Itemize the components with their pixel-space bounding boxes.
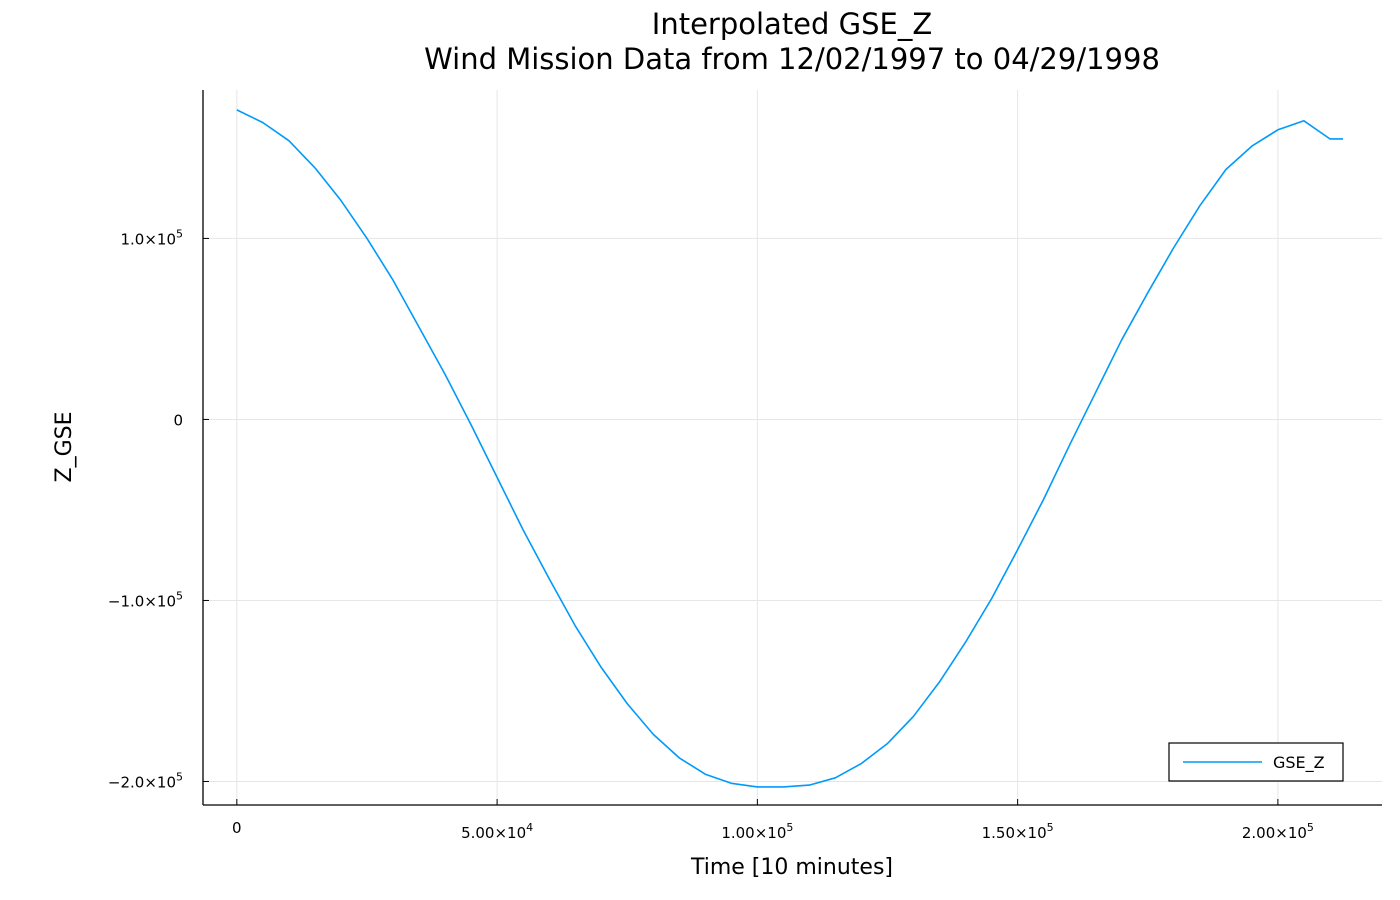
x-tick-label: 2.00×105 <box>1242 821 1314 842</box>
legend-label: GSE_Z <box>1273 753 1325 773</box>
x-axis-label: Time [10 minutes] <box>690 855 893 880</box>
y-tick-label: −2.0×105 <box>108 770 183 791</box>
x-tick-label: 1.50×105 <box>982 821 1054 842</box>
series-line <box>236 109 1343 788</box>
y-axis-label: Z_GSE <box>52 412 77 483</box>
legend: GSE_Z <box>1168 742 1344 782</box>
chart-subtitle: Wind Mission Data from 12/02/1997 to 04/… <box>424 42 1160 76</box>
axes <box>202 90 1382 806</box>
y-ticks: 1.0×105 0 −1.0×105 −2.0×105 <box>108 227 183 791</box>
chart-title: Interpolated GSE_Z <box>652 7 932 41</box>
x-ticks: 0 5.00×104 1.00×105 1.50×105 2.00×105 <box>232 819 1314 842</box>
y-tick-label: −1.0×105 <box>108 589 183 610</box>
x-tick-label: 1.00×105 <box>721 821 793 842</box>
y-tick-label: 0 <box>173 411 183 429</box>
series-layer <box>236 109 1343 788</box>
x-tick-label: 0 <box>232 819 242 837</box>
x-tick-label: 5.00×104 <box>461 821 533 842</box>
y-tick-label: 1.0×105 <box>120 227 183 248</box>
